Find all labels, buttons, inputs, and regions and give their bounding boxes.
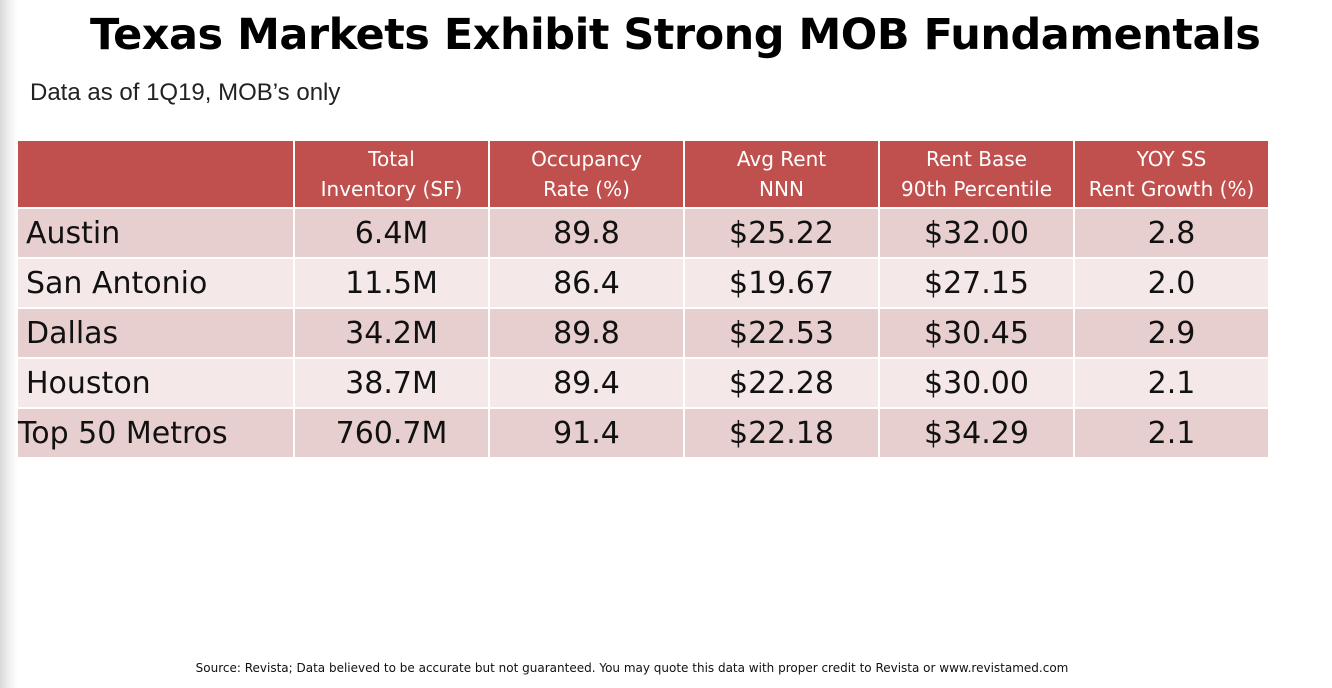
header-rent-base-90th: Rent Base 90th Percentile: [878, 139, 1075, 209]
header-line1: YOY SS: [1136, 147, 1207, 171]
header-line2: Rate (%): [543, 177, 630, 201]
cell-rent-growth: 2.1: [1073, 407, 1270, 459]
cell-occupancy: 91.4: [488, 407, 685, 459]
cell-avg-rent: $25.22: [683, 207, 880, 259]
cell-metro: Top 50 Metros: [16, 407, 295, 459]
table-row: Houston 38.7M 89.4 $22.28 $30.00 2.1: [16, 357, 1270, 409]
cell-occupancy: 89.8: [488, 307, 685, 359]
cell-rent-growth: 2.8: [1073, 207, 1270, 259]
cell-rent-90th: $34.29: [878, 407, 1075, 459]
cell-avg-rent: $22.28: [683, 357, 880, 409]
table-header-row: Total Inventory (SF) Occupancy Rate (%) …: [16, 139, 1270, 209]
cell-occupancy: 89.8: [488, 207, 685, 259]
cell-occupancy: 86.4: [488, 257, 685, 309]
table-row: Dallas 34.2M 89.8 $22.53 $30.45 2.9: [16, 307, 1270, 359]
source-footnote: Source: Revista; Data believed to be acc…: [195, 661, 1069, 675]
table-row: Top 50 Metros 760.7M 91.4 $22.18 $34.29 …: [16, 407, 1270, 459]
header-occupancy-rate: Occupancy Rate (%): [488, 139, 685, 209]
cell-avg-rent: $22.53: [683, 307, 880, 359]
cell-rent-90th: $30.00: [878, 357, 1075, 409]
cell-metro: Dallas: [16, 307, 295, 359]
cell-metro: Austin: [16, 207, 295, 259]
table-row: Austin 6.4M 89.8 $25.22 $32.00 2.8: [16, 207, 1270, 259]
mob-fundamentals-table: Total Inventory (SF) Occupancy Rate (%) …: [16, 139, 1270, 459]
header-line2: Inventory (SF): [320, 177, 463, 201]
table-row: San Antonio 11.5M 86.4 $19.67 $27.15 2.0: [16, 257, 1270, 309]
cell-avg-rent: $22.18: [683, 407, 880, 459]
cell-inventory: 760.7M: [293, 407, 490, 459]
cell-inventory: 6.4M: [293, 207, 490, 259]
header-line2: Rent Growth (%): [1088, 177, 1255, 201]
header-avg-rent: Avg Rent NNN: [683, 139, 880, 209]
cell-inventory: 34.2M: [293, 307, 490, 359]
header-line1: Rent Base: [926, 147, 1027, 171]
cell-inventory: 38.7M: [293, 357, 490, 409]
slide-title: Texas Markets Exhibit Strong MOB Fundame…: [90, 10, 1261, 60]
cell-avg-rent: $19.67: [683, 257, 880, 309]
cell-inventory: 11.5M: [293, 257, 490, 309]
cell-rent-90th: $30.45: [878, 307, 1075, 359]
header-line2: NNN: [759, 177, 804, 201]
cell-rent-growth: 2.1: [1073, 357, 1270, 409]
header-line2: 90th Percentile: [901, 177, 1052, 201]
cell-rent-growth: 2.0: [1073, 257, 1270, 309]
cell-metro: Houston: [16, 357, 295, 409]
header-metro: [16, 139, 295, 209]
cell-rent-growth: 2.9: [1073, 307, 1270, 359]
cell-metro: San Antonio: [16, 257, 295, 309]
cell-rent-90th: $27.15: [878, 257, 1075, 309]
header-line1: Occupancy: [531, 147, 642, 171]
header-total-inventory: Total Inventory (SF): [293, 139, 490, 209]
header-line1: Total: [368, 147, 415, 171]
header-line1: Avg Rent: [736, 147, 827, 171]
header-yoy-rent-growth: YOY SS Rent Growth (%): [1073, 139, 1270, 209]
slide-subtitle: Data as of 1Q19, MOB’s only: [30, 79, 341, 106]
cell-rent-90th: $32.00: [878, 207, 1075, 259]
slide-edge-shadow: [0, 0, 18, 688]
cell-occupancy: 89.4: [488, 357, 685, 409]
